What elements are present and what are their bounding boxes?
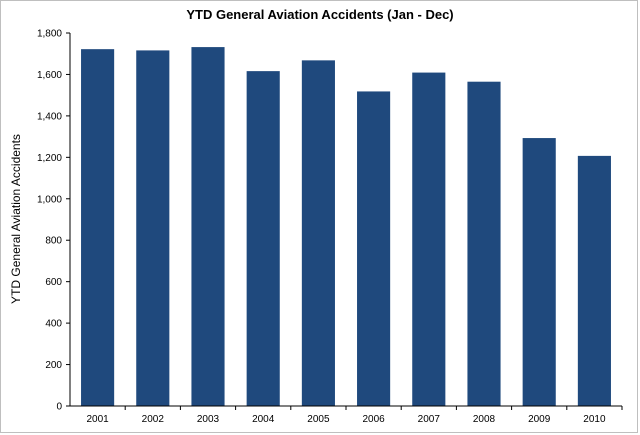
bar-2002 <box>136 50 170 406</box>
y-tick-label: 0 <box>56 402 62 413</box>
bar-2004 <box>246 71 280 406</box>
x-tick-label: 2007 <box>418 414 441 425</box>
y-tick-label: 1,800 <box>37 29 62 40</box>
y-tick-label: 1,600 <box>37 70 62 81</box>
x-axis-ticks: 2001 2002 2003 2004 2005 2006 2007 2008 2009 2010 <box>86 406 623 425</box>
y-tick-label: 1,400 <box>37 111 62 122</box>
bar-2005 <box>301 60 335 406</box>
bars <box>81 47 611 407</box>
y-tick-label: 1,000 <box>37 194 62 205</box>
x-tick-label: 2001 <box>86 414 109 425</box>
bar-2008 <box>467 81 501 407</box>
chart-title: YTD General Aviation Accidents (Jan - De… <box>186 7 453 22</box>
x-tick-label: 2002 <box>142 414 165 425</box>
y-tick-label: 600 <box>45 277 62 288</box>
y-axis-label: YTD General Aviation Accidents <box>9 134 23 304</box>
x-tick-label: 2005 <box>307 414 330 425</box>
bar-2007 <box>412 72 446 407</box>
bar-2001 <box>81 49 115 407</box>
x-tick-label: 2006 <box>362 414 385 425</box>
y-tick-label: 800 <box>45 236 62 247</box>
bar-2010 <box>577 155 611 406</box>
y-axis-ticks: 0 200 400 600 800 1,000 1,200 1,400 1,600 1,800 <box>37 29 70 413</box>
x-tick-label: 2008 <box>473 414 496 425</box>
x-tick-label: 2004 <box>252 414 275 425</box>
x-tick-label: 2010 <box>583 414 606 425</box>
bar-2006 <box>357 91 391 406</box>
x-tick-label: 2009 <box>528 414 551 425</box>
y-tick-label: 400 <box>45 319 62 330</box>
y-tick-label: 200 <box>45 360 62 371</box>
x-tick-label: 2003 <box>197 414 220 425</box>
bar-2009 <box>522 138 556 407</box>
bar-2003 <box>191 47 225 406</box>
y-tick-label: 1,200 <box>37 153 62 164</box>
